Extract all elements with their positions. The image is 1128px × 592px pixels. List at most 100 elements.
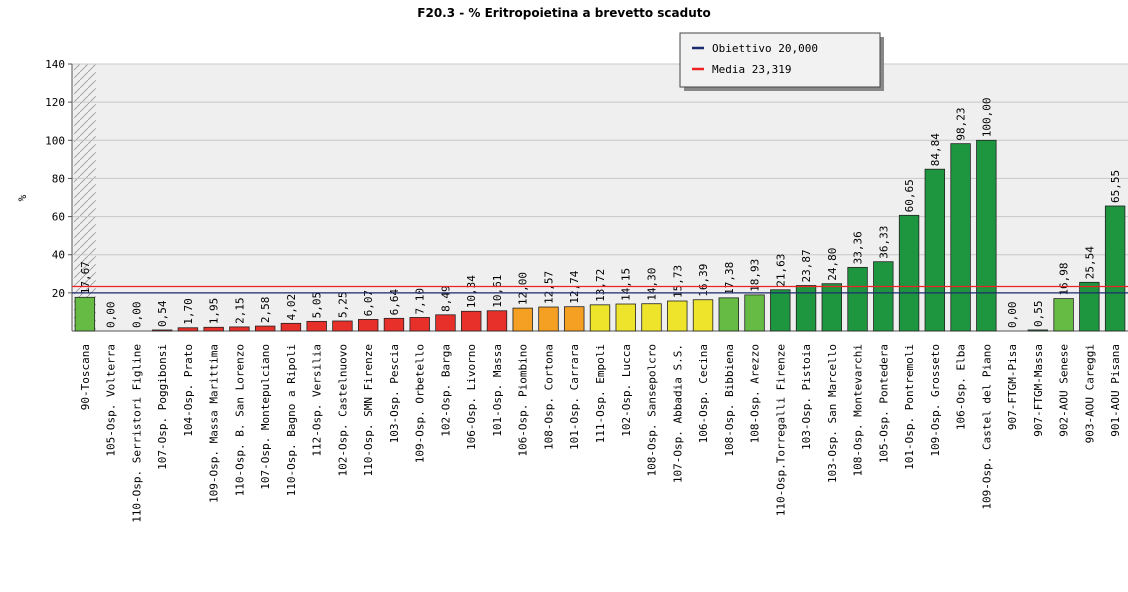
value-label: 1,95	[208, 298, 221, 325]
value-label: 10,34	[465, 275, 478, 308]
x-tick-label: 108-Osp. Cortona	[542, 344, 555, 450]
legend	[679, 32, 881, 88]
value-label: 2,58	[259, 297, 272, 324]
x-tick-label: 106-Osp. Piombino	[517, 344, 530, 457]
bar	[873, 261, 894, 332]
x-tick-label: 107-Osp. Abbadia S.S.	[671, 344, 684, 483]
bar	[538, 306, 559, 332]
x-tick-label: 106-Osp. Cecina	[697, 344, 710, 443]
value-label: 0,55	[1032, 300, 1045, 327]
bar	[744, 294, 765, 332]
bar	[924, 168, 946, 332]
value-label: 25,54	[1083, 246, 1096, 279]
bar	[358, 319, 379, 332]
bar	[332, 320, 353, 332]
value-label: 100,00	[980, 98, 993, 138]
value-label: 10,61	[491, 275, 504, 308]
value-label: 8,49	[439, 285, 452, 312]
x-tick-label: 110-Osp. SMN Firenze	[362, 344, 375, 476]
bar	[667, 300, 688, 332]
y-axis-label: %	[16, 194, 29, 201]
x-tick-label: 112-Osp. Versilia	[311, 344, 324, 457]
bar	[461, 310, 482, 332]
bar	[512, 307, 533, 332]
bar	[74, 296, 96, 332]
value-label: 14,30	[646, 268, 659, 301]
bar	[306, 320, 327, 332]
value-label: 17,67	[79, 261, 92, 294]
bar	[1104, 205, 1126, 332]
plot-wall	[74, 64, 96, 331]
x-tick-label: 104-Osp. Prato	[182, 344, 195, 437]
x-tick-label: 110-Osp. B. San Lorenzo	[233, 344, 246, 496]
x-tick-label: 109-Osp. Castel del Piano	[980, 344, 993, 510]
x-tick-label: 108-Osp. Montevarchi	[852, 344, 865, 476]
x-tick-label: 102-Osp. Castelnuovo	[336, 344, 349, 476]
bar	[641, 303, 662, 332]
value-label: 60,65	[903, 179, 916, 212]
bar	[615, 303, 636, 332]
bar	[898, 214, 920, 332]
value-label: 15,73	[671, 265, 684, 298]
value-label: 14,15	[620, 268, 633, 301]
x-tick-label: 110-Osp.Torregalli Firenze	[774, 344, 787, 516]
x-tick-label: 109-Osp. Grosseto	[929, 344, 942, 457]
bar	[280, 322, 302, 332]
x-tick-label: 105-Osp. Pontedera	[877, 344, 890, 463]
legend-label: Obiettivo 20,000	[712, 42, 818, 55]
value-label: 23,87	[800, 249, 813, 282]
y-tick-label: 40	[52, 249, 65, 262]
x-tick-label: 101-Osp. Carrara	[568, 344, 581, 450]
value-label: 98,23	[955, 108, 968, 141]
value-label: 5,05	[311, 292, 324, 319]
bar	[692, 299, 714, 332]
value-label: 6,64	[388, 288, 401, 315]
x-tick-label: 110-Osp. Bagno a Ripoli	[285, 344, 298, 496]
x-tick-label: 102-Osp. Lucca	[620, 344, 633, 437]
legend-label: Media 23,319	[712, 63, 791, 76]
y-tick-label: 140	[45, 58, 65, 71]
x-tick-label: 107-Osp. Montepulciano	[259, 344, 272, 490]
x-tick-label: 105-Osp. Volterra	[105, 344, 118, 457]
x-tick-label: 111-Osp. Empoli	[594, 344, 607, 443]
x-tick-label: 103-Osp. Pescia	[388, 344, 401, 443]
x-tick-label: 106-Osp. Livorno	[465, 344, 478, 450]
value-label: 0,54	[156, 300, 169, 327]
value-label: 16,39	[697, 264, 710, 297]
bar	[795, 285, 817, 332]
x-tick-label: 102-Osp. Barga	[439, 344, 452, 437]
bar	[589, 304, 611, 332]
bar	[229, 326, 250, 332]
x-tick-label: 108-Osp. Arezzo	[749, 344, 762, 443]
value-label: 36,33	[877, 226, 890, 259]
value-label: 18,93	[749, 259, 762, 292]
x-tick-label: 101-Osp. Massa	[491, 344, 504, 437]
x-tick-label: 90-Toscana	[79, 344, 92, 410]
value-label: 12,00	[517, 272, 530, 305]
chart-title: F20.3 - % Eritropoietina a brevetto scad…	[417, 6, 710, 20]
bar	[177, 327, 199, 332]
bar	[564, 306, 585, 332]
value-label: 6,07	[362, 290, 375, 317]
value-label: 84,84	[929, 133, 942, 166]
bar	[770, 289, 791, 332]
x-tick-label: 108-Osp. Sansepolcro	[646, 344, 659, 476]
bar	[409, 317, 430, 332]
x-tick-label: 103-Osp. Pistoia	[800, 344, 813, 450]
bar	[383, 317, 405, 332]
value-label: 0,00	[105, 302, 118, 329]
x-tick-label: 107-Osp. Poggibonsi	[156, 344, 169, 470]
value-label: 16,98	[1058, 262, 1071, 295]
y-tick-label: 20	[52, 287, 65, 300]
value-label: 33,36	[852, 231, 865, 264]
x-tick-label: 901-AOU Pisana	[1109, 344, 1122, 437]
y-tick-label: 120	[45, 96, 65, 109]
value-label: 17,38	[723, 262, 736, 295]
value-label: 0,00	[1006, 302, 1019, 329]
x-tick-label: 101-Osp. Pontremoli	[903, 344, 916, 470]
x-tick-label: 110-Osp. Serristori Figline	[130, 344, 143, 523]
bar	[1027, 329, 1049, 332]
bar	[151, 329, 173, 332]
